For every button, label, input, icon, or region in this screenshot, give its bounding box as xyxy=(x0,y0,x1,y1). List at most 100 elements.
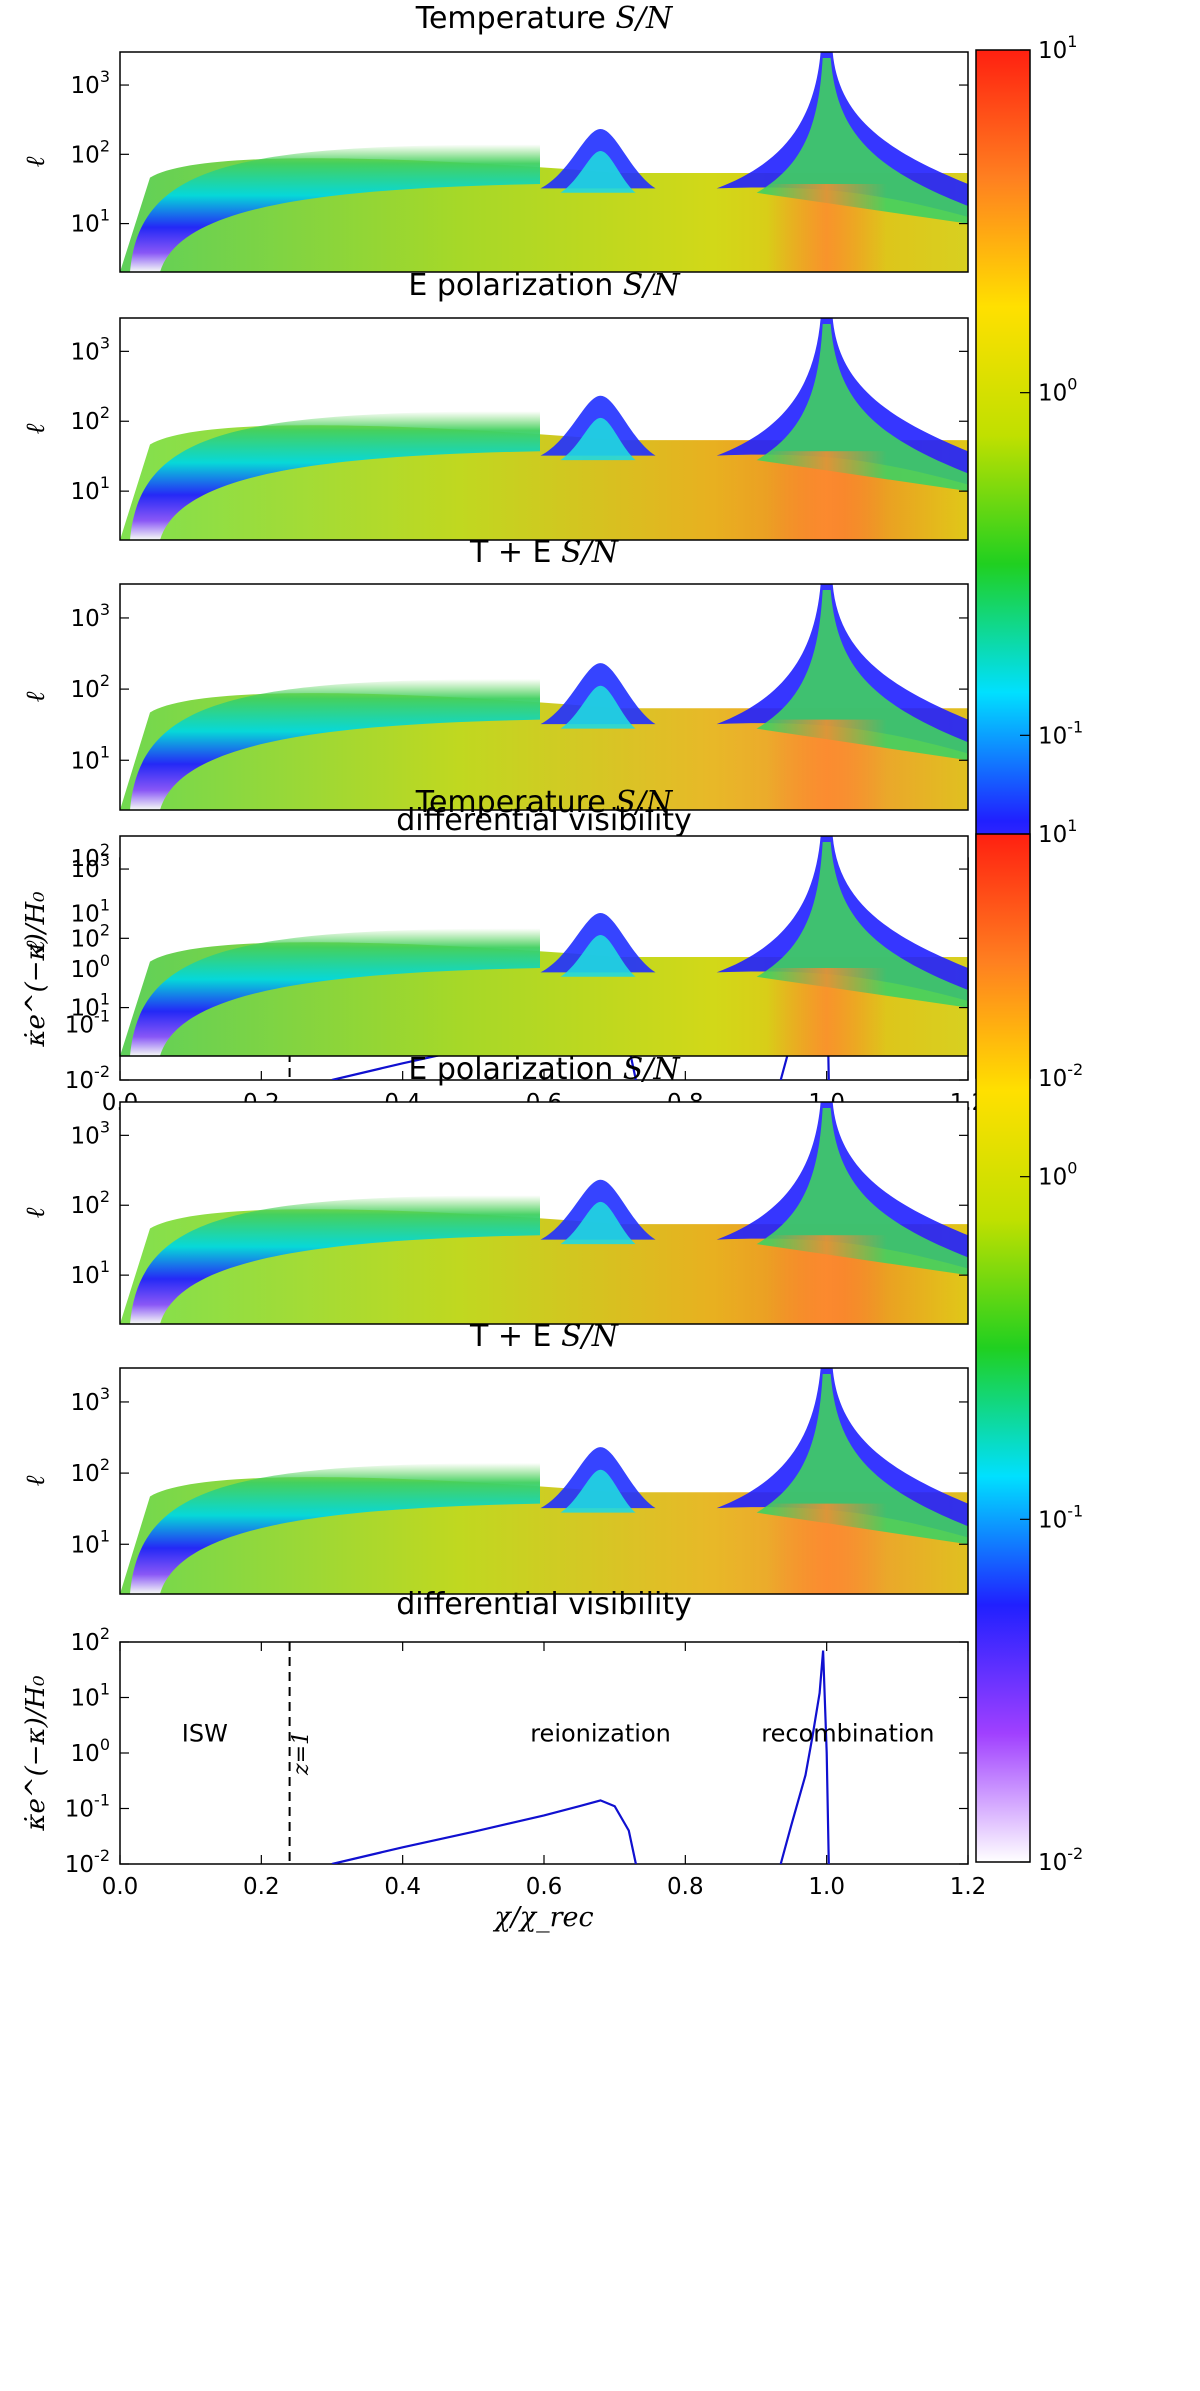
heatmap-panel-1-1: 101 102 103 ℓ E polarization S/N xyxy=(21,1052,969,1325)
y-tick-label: 101 xyxy=(71,990,110,1022)
x-tick-label: 1.2 xyxy=(950,1874,987,1900)
z1-annotation: z=1 xyxy=(289,1731,314,1776)
y-tick-label: 103 xyxy=(71,600,110,632)
y-tick-label: 102 xyxy=(71,403,110,435)
heatmap-frame xyxy=(119,1367,969,1595)
y-tick-label: 101 xyxy=(71,742,110,774)
colorbar-tick-label: 101 xyxy=(1038,816,1077,848)
colorbar-tick-label: 10-2 xyxy=(1038,1060,1083,1092)
panel-title: Temperature S/N xyxy=(415,785,674,820)
reionization-core xyxy=(560,151,636,193)
heatmap-frame xyxy=(119,1101,969,1325)
colorbar-tick-label: 100 xyxy=(1038,375,1077,407)
y-tick-label: 101 xyxy=(71,1526,110,1558)
visibility-frame xyxy=(119,1641,969,1865)
x-tick-label: 0.6 xyxy=(526,1874,563,1900)
heatmap-band xyxy=(130,411,540,540)
y-tick-label: 10-2 xyxy=(65,1062,110,1094)
y-axis-label: ℓ xyxy=(21,1475,51,1486)
recombination-core xyxy=(756,590,968,761)
panel-title: differential visibility xyxy=(396,803,692,838)
colorbar-tick-label: 101 xyxy=(1038,32,1077,64)
heatmap-frame xyxy=(119,835,969,1057)
x-tick-label: 0.2 xyxy=(243,1874,280,1900)
heatmap-band xyxy=(130,1462,540,1594)
recombination-core xyxy=(756,58,968,224)
y-tick-label: 100 xyxy=(71,1735,110,1767)
x-tick-label: 0.0 xyxy=(102,1874,139,1900)
reionization-core xyxy=(560,935,636,977)
heatmap-panel-0-2: 101 102 103 ℓ T + E S/N xyxy=(21,535,969,811)
recombination-hotspot xyxy=(766,1235,887,1324)
colorbar-tick-label: 10-1 xyxy=(1038,717,1083,749)
recombination-core xyxy=(756,1374,968,1545)
y-tick-label: 10-1 xyxy=(65,1007,110,1039)
y-tick-label: 100 xyxy=(71,951,110,983)
colorbar-1: 101 100 10-1 10-2 xyxy=(975,816,1083,1876)
heatmap-panel-0-1: 101 102 103 ℓ E polarization S/N xyxy=(21,268,969,541)
y-tick-label: 103 xyxy=(71,1117,110,1149)
recombination-hotspot xyxy=(766,719,887,810)
y-tick-label: 102 xyxy=(71,1187,110,1219)
y-tick-label: 103 xyxy=(71,851,110,883)
y-tick-label: 10-2 xyxy=(65,1846,110,1878)
y-tick-label: 102 xyxy=(71,1624,110,1656)
x-tick-label: 0.8 xyxy=(667,1874,704,1900)
y-tick-label: 102 xyxy=(71,920,110,952)
y-tick-label: 10-1 xyxy=(65,1791,110,1823)
heatmap-frame xyxy=(119,583,969,811)
y-tick-label: 101 xyxy=(71,1257,110,1289)
colorbar-tick-label: 10-1 xyxy=(1038,1501,1083,1533)
panel-title: differential visibility xyxy=(396,1587,692,1622)
colorbar-tick-label: 10-2 xyxy=(1038,1844,1083,1876)
heatmap-panel-1-2: 101 102 103 ℓ T + E S/N xyxy=(21,1319,969,1595)
annotation-ISW: ISW xyxy=(182,1720,228,1748)
annotation-recombination: recombination xyxy=(761,1720,934,1748)
y-tick-label: 101 xyxy=(71,1680,110,1712)
heatmap-band xyxy=(130,928,540,1056)
visibility-panel-1: 10-2 10-1 100 101 102 0.0 0.2 0.4 0.6 0.8 1.0 1.2 IS… xyxy=(21,1587,986,1933)
panel-title: T + E S/N xyxy=(469,1319,620,1354)
panel-title: T + E S/N xyxy=(469,535,620,570)
reionization-core xyxy=(560,417,636,461)
heatmap-band xyxy=(130,1195,540,1324)
series-line-recombination xyxy=(779,1650,830,1864)
heatmap-panel-0-0: 101 102 103 ℓ Temperature S/N xyxy=(21,1,969,273)
y-tick-label: 102 xyxy=(71,136,110,168)
y-axis-label: ℓ xyxy=(21,1207,51,1218)
y-axis-label: ℓ xyxy=(21,940,51,951)
heatmap-panel-1-0: 101 102 103 ℓ Temperature S/N xyxy=(21,785,969,1057)
y-tick-label: 103 xyxy=(71,67,110,99)
heatmap-band xyxy=(130,144,540,272)
y-tick-label: 101 xyxy=(71,206,110,238)
panel-title: Temperature S/N xyxy=(415,1,674,36)
y-tick-label: 102 xyxy=(71,671,110,703)
annotation-reionization: reionization xyxy=(530,1720,671,1748)
y-axis-label: ℓ xyxy=(21,156,51,167)
panel-title: E polarization S/N xyxy=(408,1052,681,1087)
recombination-hotspot xyxy=(766,184,887,272)
x-axis-label: χ/χ_rec xyxy=(492,1902,593,1933)
recombination-core xyxy=(756,1108,968,1276)
recombination-hotspot xyxy=(766,968,887,1056)
x-tick-label: 0.4 xyxy=(384,1874,421,1900)
recombination-hotspot xyxy=(766,1503,887,1594)
reionization-core xyxy=(560,685,636,729)
y-axis-label: κ̇e^(−κ)/H₀ xyxy=(21,1675,51,1832)
recombination-core xyxy=(756,842,968,1008)
recombination-core xyxy=(756,324,968,492)
heatmap-band xyxy=(130,678,540,810)
x-tick-label: 1.0 xyxy=(808,1874,845,1900)
y-tick-label: 103 xyxy=(71,1384,110,1416)
colorbar-gradient xyxy=(975,833,1031,1863)
y-tick-label: 102 xyxy=(71,1455,110,1487)
reionization-core xyxy=(560,1201,636,1245)
heatmap-frame xyxy=(119,317,969,541)
recombination-hotspot xyxy=(766,451,887,540)
y-axis-label: κ̇e^(−κ)/H₀ xyxy=(21,891,51,1048)
y-axis-label: ℓ xyxy=(21,423,51,434)
heatmap-frame xyxy=(119,51,969,273)
panel-title: E polarization S/N xyxy=(408,268,681,303)
colorbar-tick-label: 100 xyxy=(1038,1159,1077,1191)
